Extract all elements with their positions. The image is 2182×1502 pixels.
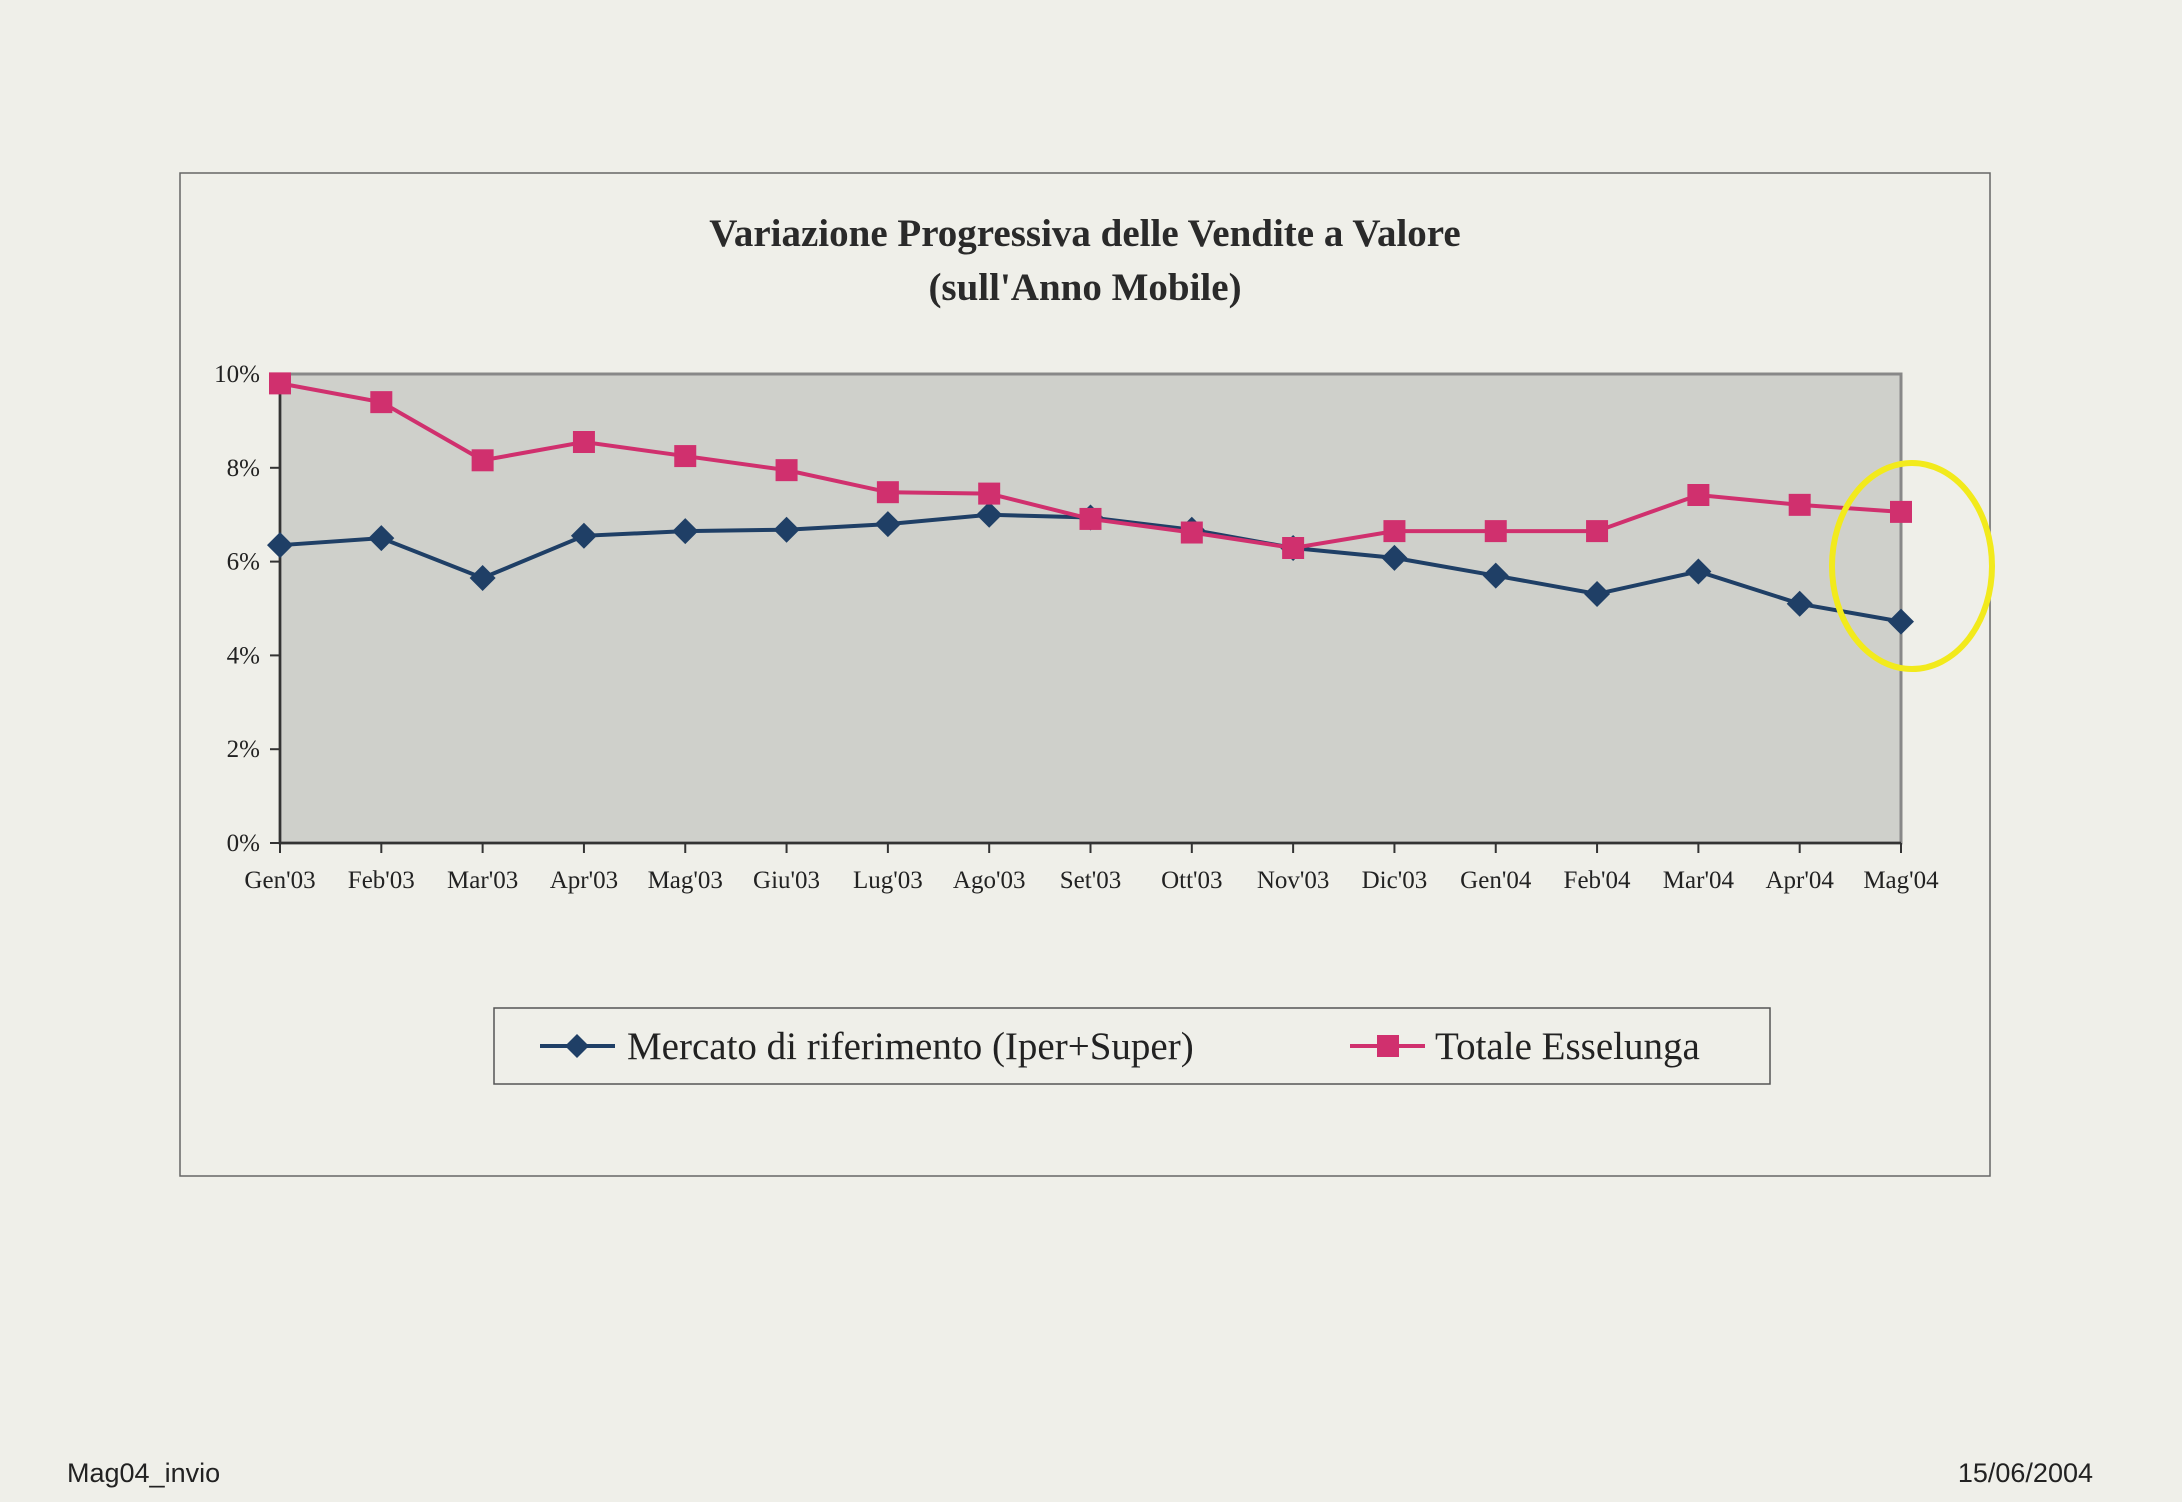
data-point-square [269,372,291,395]
data-point-diamond [368,525,395,552]
x-tick-label: Giu'03 [753,867,820,894]
legend-label-mercato: Mercato di riferimento (Iper+Super) [627,1025,1194,1068]
highlight-ellipse [1829,460,1995,672]
data-point-square [1484,520,1507,543]
data-point-square [1890,500,1912,523]
x-tick-label: Feb'03 [348,867,415,894]
data-point-square [876,481,899,504]
x-tick-label: Mag'03 [648,867,723,894]
data-point-square [471,449,494,472]
data-point-square [1687,484,1710,507]
data-point-diamond [570,522,597,549]
y-tick-label: 4% [227,642,260,669]
chart-frame [179,172,1991,1177]
legend: Mercato di riferimento (Iper+Super) Tota… [493,1007,1771,1085]
data-point-square [1383,520,1406,543]
data-point-diamond [1381,544,1408,571]
data-point-square [572,431,595,454]
data-point-square [1079,507,1102,530]
data-point-diamond [469,565,496,592]
data-point-square [978,482,1001,505]
data-point-diamond [874,511,901,538]
x-tick-label: Mag'04 [1863,867,1939,894]
data-point-square [674,445,697,468]
y-tick-label: 0% [227,830,260,857]
y-tick-label: 6% [227,549,260,576]
x-tick-label: Mar'04 [1663,867,1735,894]
x-tick-label: Feb'04 [1564,867,1632,894]
x-tick-label: Lug'03 [853,867,923,894]
plot-area [278,372,1903,845]
data-point-diamond [1584,580,1611,607]
data-point-square [1282,536,1305,559]
x-tick-label: Dic'03 [1362,867,1428,894]
data-point-diamond [976,501,1003,528]
data-point-diamond [1786,590,1813,617]
x-tick-label: Nov'03 [1257,867,1330,894]
legend-marker-diamond [565,1034,589,1058]
data-point-diamond [1482,562,1509,589]
chart-subtitle: (sull'Anno Mobile) [928,266,1241,309]
data-point-square [1180,521,1203,544]
x-tick-label: Mar'03 [447,867,518,894]
legend-label-esselunga: Totale Esselunga [1435,1025,1700,1068]
data-point-square [1788,493,1811,516]
data-point-diamond [773,516,800,543]
x-tick-label: Apr'04 [1765,867,1834,894]
footer-filename: Mag04_invio [67,1458,221,1488]
x-tick-label: Ago'03 [953,867,1026,894]
legend-box [493,1007,1771,1085]
legend-marker-square [1377,1035,1399,1057]
y-tick-label: 2% [227,736,260,763]
data-point-diamond [267,532,293,559]
data-point-square [370,391,393,414]
y-tick-label: 8% [227,455,260,482]
data-point-diamond [1888,608,1914,635]
x-tick-label: Ott'03 [1161,867,1222,894]
x-tick-label: Gen'04 [1460,867,1532,894]
x-tick-label: Gen'03 [244,867,315,894]
x-tick-label: Set'03 [1060,867,1121,894]
y-tick-label: 10% [214,361,260,388]
footer-date: 15/06/2004 [1957,1458,2093,1488]
x-tick-label: Apr'03 [550,867,618,894]
data-point-diamond [1685,558,1712,585]
data-point-diamond [672,518,699,545]
data-point-square [775,459,798,482]
chart-title: Variazione Progressiva delle Vendite a V… [709,212,1460,255]
data-point-square [1586,520,1609,543]
